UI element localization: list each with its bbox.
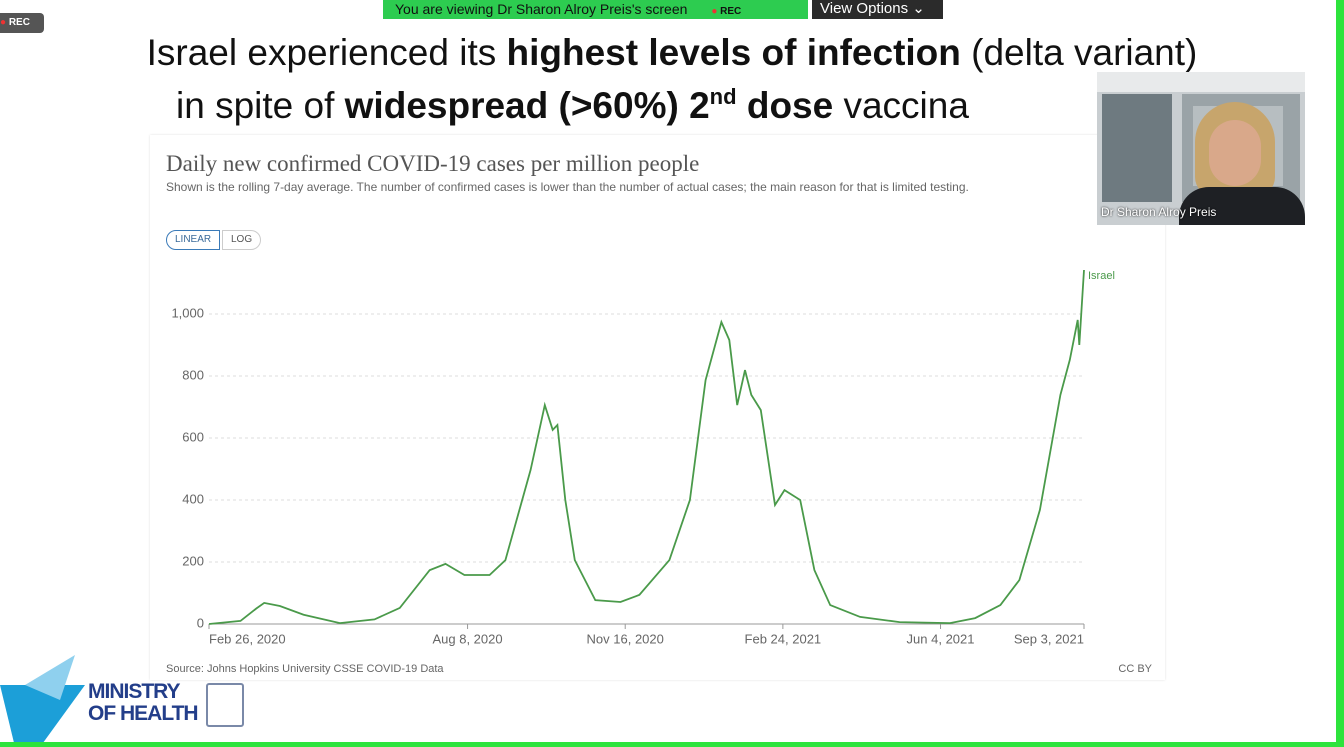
participant-name: Dr Sharon Alroy Preis [1101, 205, 1217, 219]
source: Source: Johns Hopkins University CSSE CO… [166, 663, 444, 675]
logo-line: OF HEALTH [88, 702, 199, 725]
logo-text: MINISTRY OF HEALTH [88, 680, 199, 725]
logo-mark [0, 655, 85, 747]
log-button[interactable]: LOG [222, 230, 262, 250]
license: CC BY [1118, 663, 1152, 675]
x-tick-label: Feb 24, 2021 [745, 631, 822, 646]
title-bold: widespread (>60%) 2 [344, 85, 710, 126]
y-tick-label: 1,000 [171, 305, 204, 320]
emblem [206, 683, 244, 727]
rec-text: REC [720, 6, 742, 17]
chart-subtitle: Shown is the rolling 7-day average. The … [166, 180, 969, 194]
view-options-text[interactable]: View Options [820, 0, 909, 17]
share-banner: You are viewing Dr Sharon Alroy Preis's … [383, 0, 808, 19]
rec-badge-text: REC [8, 17, 30, 28]
line [208, 269, 1085, 625]
y-tick-label: 0 [197, 615, 204, 630]
y-tick-label: 400 [182, 491, 204, 506]
x-tick-label: Aug 8, 2020 [432, 631, 502, 646]
title-text: Israel experienced its [146, 32, 507, 73]
y-tick-label: 800 [182, 367, 204, 382]
title-text: in spite of [176, 85, 345, 126]
share-border [1336, 0, 1344, 747]
title-line: Israel experienced its highest levels of… [0, 32, 1344, 74]
title-text: vaccina [833, 85, 969, 126]
x-tick-label: Jun 4, 2021 [907, 631, 975, 646]
title-bold: highest levels of infection [506, 32, 961, 73]
y-tick-label: 600 [182, 429, 204, 444]
chart-title: Daily new confirmed COVID-19 cases per m… [166, 151, 700, 176]
view-options[interactable]: View Options ⌄ [812, 0, 943, 19]
chart: 0 200 400 600 800 1,000 Feb 26, 2020 Aug 8, 202… [166, 269, 1153, 675]
x-tick-label: Nov 16, 2020 [587, 631, 664, 646]
x-tick-label: Feb 26, 2020 [209, 631, 286, 646]
x-tick-label: Sep 3, 2021 [1014, 631, 1084, 646]
title-line: in spite of widespread (>60%) 2nd dose v… [176, 84, 1344, 127]
series-label: Israel [1088, 270, 1115, 282]
logo: MINISTRY OF HEALTH [0, 655, 250, 747]
video-tile: Dr Sharon Alroy Preis [1097, 72, 1305, 225]
share-text: You are viewing Dr Sharon Alroy Preis's … [395, 1, 688, 17]
rec-badge: ● REC [0, 13, 44, 33]
y-tick-label: 200 [182, 553, 204, 568]
title-bold: dose [736, 85, 834, 126]
chart-card: Daily new confirmed COVID-19 cases per m… [150, 135, 1165, 680]
share-border [0, 742, 1344, 747]
title-sup: nd [709, 84, 737, 109]
title-text: (delta variant) [960, 32, 1198, 73]
logo-line: MINISTRY [88, 680, 181, 703]
linear-button[interactable]: LINEAR [166, 230, 221, 250]
